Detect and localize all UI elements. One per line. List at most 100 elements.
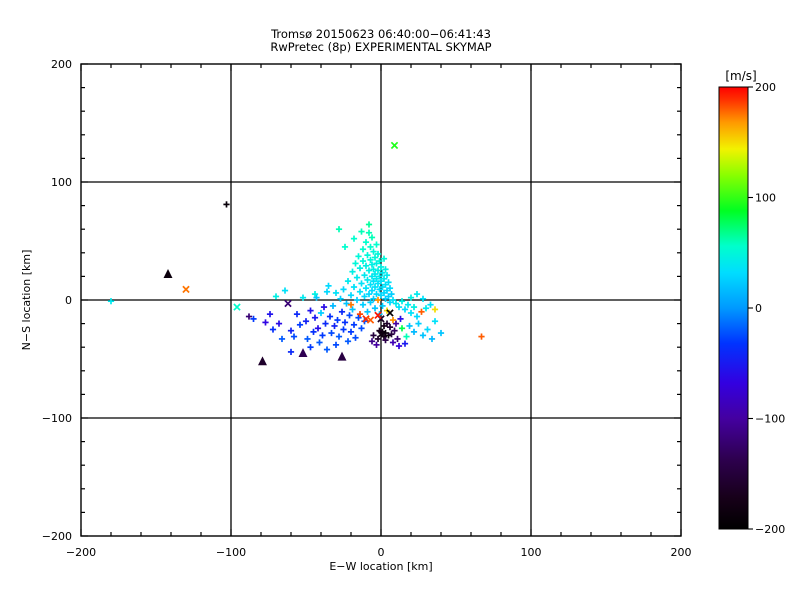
scatter-marker [364, 252, 371, 259]
scatter-marker [337, 295, 344, 302]
scatter-marker [392, 320, 400, 327]
scatter-marker [424, 326, 431, 333]
scatter-marker [407, 294, 415, 301]
scatter-marker [383, 272, 391, 279]
scatter-marker [410, 303, 418, 311]
scatter-marker [368, 338, 376, 345]
colorbar-tick-label: −100 [755, 413, 785, 426]
scatter-marker [233, 303, 241, 311]
scatter-marker [250, 315, 257, 322]
scatter-marker [311, 314, 319, 321]
scatter-marker [262, 319, 269, 326]
y-axis-ticks: −200 −100 0 100 200 [42, 58, 681, 543]
scatter-marker [340, 286, 347, 293]
scatter-marker [388, 291, 395, 298]
scatter-marker [373, 241, 380, 248]
scatter-marker [370, 295, 377, 302]
scatter-marker [386, 309, 394, 317]
scatter-marker [373, 341, 380, 348]
scatter-marker [365, 267, 373, 274]
scatter-marker [329, 302, 337, 309]
scatter-marker [367, 243, 374, 250]
scatter-marker [374, 267, 382, 274]
colorbar-unit-label: [m/s] [725, 69, 756, 83]
scatter-marker [335, 333, 343, 340]
scatter-marker [367, 256, 374, 263]
scatter-marker [287, 348, 295, 356]
colorbar-ticks: 200 100 0 −100 −200 [748, 81, 785, 536]
x-axis-ticks: −200 −100 0 100 200 [66, 64, 692, 559]
x-tick-label: 100 [521, 546, 542, 559]
y-tick-label: 0 [65, 294, 72, 307]
scatter-marker [316, 339, 323, 346]
chart-title: Tromsø 20150623 06:40:00−06:41:43 [270, 27, 491, 41]
scatter-marker [182, 285, 190, 294]
scatter-marker [386, 285, 394, 292]
scatter-marker [413, 313, 421, 320]
scatter-marker [370, 248, 377, 255]
scatter-marker [358, 228, 365, 235]
scatter-marker [313, 294, 320, 301]
scatter-marker [362, 262, 370, 269]
scatter-marker [335, 226, 343, 233]
scatter-marker [299, 294, 307, 301]
colorbar-tick-label: 100 [755, 192, 776, 205]
scatter-marker [361, 272, 368, 279]
scatter-marker [325, 282, 332, 289]
scatter-marker [346, 312, 353, 319]
scatter-marker [314, 325, 322, 332]
y-tick-label: 200 [51, 58, 72, 71]
scatter-marker [389, 316, 397, 324]
scatter-marker [223, 201, 230, 208]
y-tick-label: −200 [42, 530, 72, 543]
x-tick-label: 0 [378, 546, 385, 559]
scatter-marker [364, 276, 371, 284]
scatter-marker [344, 338, 352, 345]
scatter-marker [437, 329, 445, 337]
scatter-marker [365, 291, 373, 298]
scatter-marker [343, 300, 350, 307]
scatter-marker [380, 322, 388, 330]
scatter-marker [347, 301, 355, 308]
scatter-marker [356, 265, 364, 272]
scatter-marker [331, 322, 338, 330]
scatter-marker [341, 243, 349, 250]
scatter-marker [380, 275, 388, 282]
scatter-marker [355, 314, 362, 321]
scatter-marker [353, 274, 361, 281]
scatter-marker [368, 234, 376, 241]
scatter-marker [368, 261, 376, 268]
scatter-marker [323, 346, 331, 353]
scatter-marker [359, 301, 367, 308]
scatter-marker [362, 239, 370, 246]
scatter-marker [371, 305, 379, 312]
scatter-marker [366, 316, 375, 324]
scatter-marker [374, 335, 382, 343]
scatter-marker [284, 299, 292, 308]
scatter-marker [389, 296, 397, 304]
scatter-marker [397, 315, 404, 322]
y-axis-label: N−S location [km] [20, 250, 33, 351]
scatter-marker [422, 305, 430, 312]
scatter-marker [298, 348, 308, 358]
scatter-marker [350, 235, 358, 242]
scatter-marker [163, 269, 173, 278]
scatter-marker [338, 308, 346, 315]
scatter-marker [385, 279, 392, 286]
scatter-marker [370, 266, 377, 273]
scatter-marker [334, 316, 341, 324]
scatter-marker [368, 287, 376, 294]
scatter-marker [380, 255, 388, 262]
scatter-marker [419, 295, 427, 302]
scatter-marker [350, 321, 358, 328]
scatter-marker [296, 321, 304, 328]
scatter-marker [377, 263, 385, 271]
scatter-marker [275, 320, 283, 327]
colorbar-tick-label: 0 [755, 302, 762, 315]
scatter-marker [350, 283, 358, 291]
scatter-marker [407, 309, 415, 317]
x-tick-label: −100 [216, 546, 246, 559]
scatter-marker [347, 328, 355, 335]
scatter-marker [371, 283, 379, 291]
